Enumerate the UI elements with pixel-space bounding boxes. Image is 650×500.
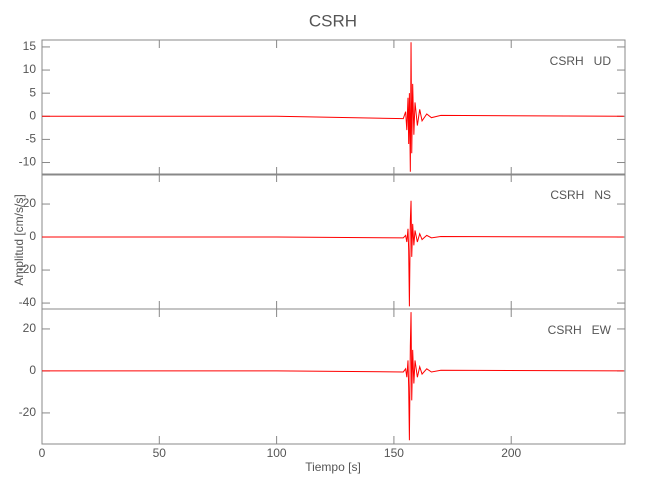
chart-title: CSRH bbox=[309, 11, 357, 30]
x-axis-label: Tiempo [s] bbox=[305, 460, 361, 474]
y-tick-label: -5 bbox=[25, 132, 36, 146]
x-tick-label: 0 bbox=[39, 446, 46, 460]
y-tick-label: -20 bbox=[19, 405, 37, 419]
y-tick-label: -40 bbox=[19, 295, 37, 309]
x-tick-label: 100 bbox=[267, 446, 287, 460]
y-tick-label: 0 bbox=[29, 108, 36, 122]
waveform bbox=[42, 42, 624, 172]
panel-label: CSRH NS bbox=[550, 188, 611, 202]
panel-frame bbox=[41, 173, 626, 310]
waveform bbox=[42, 312, 624, 441]
y-tick-label: 5 bbox=[29, 85, 36, 99]
y-tick-label: 20 bbox=[23, 196, 37, 210]
y-axis-label: Amplitud [cm/s/s] bbox=[12, 194, 26, 285]
y-tick-label: 0 bbox=[29, 363, 36, 377]
x-tick-label: 50 bbox=[153, 446, 167, 460]
y-tick-label: 20 bbox=[23, 321, 37, 335]
panel-label: CSRH EW bbox=[548, 323, 612, 337]
panel-label: CSRH UD bbox=[550, 54, 612, 68]
y-tick-label: 0 bbox=[29, 229, 36, 243]
y-tick-label: 10 bbox=[23, 62, 37, 76]
waveform bbox=[42, 200, 624, 307]
panel-frame bbox=[41, 308, 626, 445]
x-tick-label: 200 bbox=[501, 446, 521, 460]
y-tick-label: 15 bbox=[23, 39, 37, 53]
panel-frame bbox=[41, 39, 626, 176]
y-tick-label: -10 bbox=[19, 155, 37, 169]
y-tick-label: -20 bbox=[19, 262, 37, 276]
x-tick-label: 150 bbox=[384, 446, 404, 460]
